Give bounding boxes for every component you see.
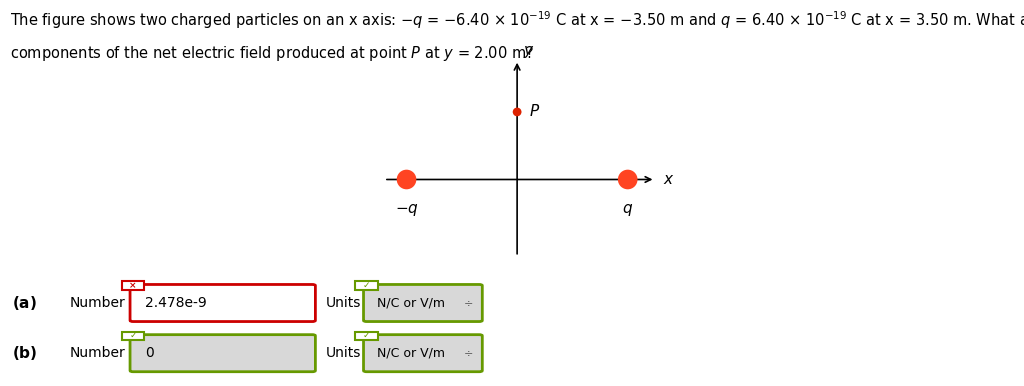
Text: N/C or V/m: N/C or V/m [377,347,444,360]
FancyBboxPatch shape [130,284,315,322]
Text: The figure shows two charged particles on an x axis: $-q$ = $-$6.40 $\times$ 10$: The figure shows two charged particles o… [10,10,1024,31]
Text: Units: Units [326,296,361,310]
Point [620,176,636,183]
Bar [122,281,144,290]
Text: $P$: $P$ [529,103,541,119]
Bar [122,332,144,340]
Text: x: x [664,172,673,187]
Text: ÷: ÷ [464,348,474,358]
Text: ✓: ✓ [129,331,137,340]
Bar [355,332,378,340]
FancyBboxPatch shape [364,335,482,372]
Text: $q$: $q$ [623,202,633,218]
Text: ×: × [129,281,137,290]
Text: $-q$: $-q$ [394,202,419,218]
Point [398,176,415,183]
Text: N/C or V/m: N/C or V/m [377,296,444,310]
FancyBboxPatch shape [364,284,482,322]
Text: y: y [523,43,532,58]
Point [509,109,525,115]
Text: $\bf{(a)}$: $\bf{(a)}$ [12,294,37,312]
Text: ÷: ÷ [464,298,474,308]
Text: ✓: ✓ [362,331,371,340]
Text: 0: 0 [145,346,155,360]
Text: $\bf{(b)}$: $\bf{(b)}$ [12,344,38,362]
Text: Number: Number [70,346,125,360]
Text: 2.478e-9: 2.478e-9 [145,296,207,310]
Text: components of the net electric field produced at point $P$ at $y$ = 2.00 m?: components of the net electric field pro… [10,44,535,63]
Text: ✓: ✓ [362,281,371,290]
Text: Units: Units [326,346,361,360]
FancyBboxPatch shape [130,335,315,372]
Bar [355,281,378,290]
Text: Number: Number [70,296,125,310]
